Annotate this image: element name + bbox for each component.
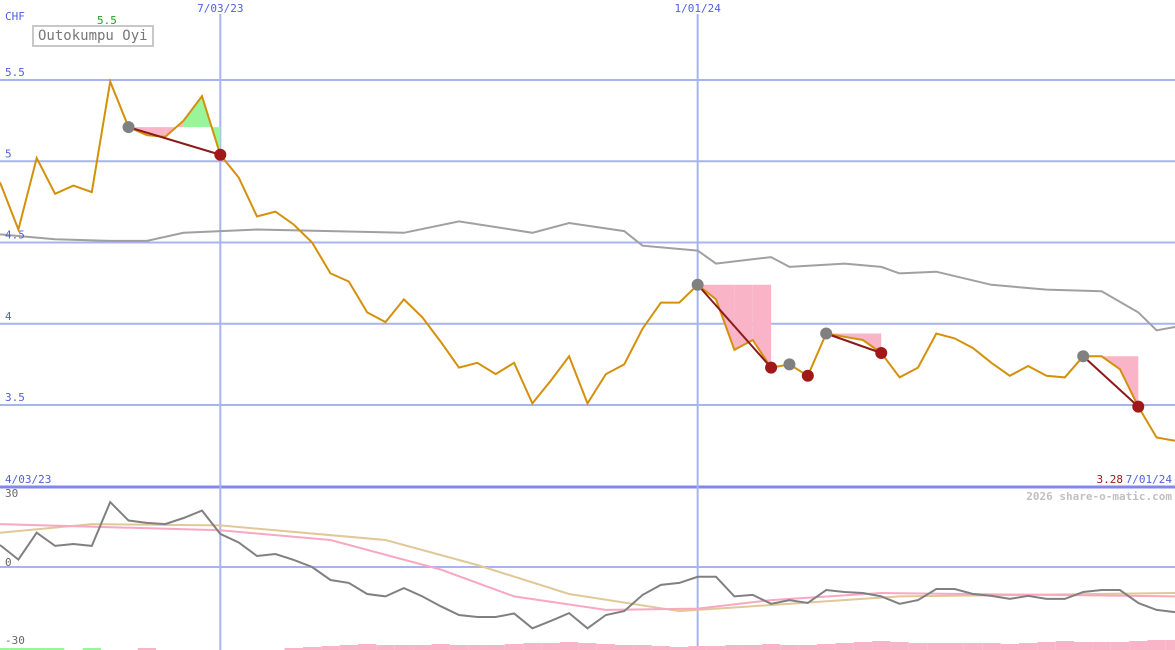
price-tick-label: 3.5 bbox=[5, 391, 25, 404]
histogram-bar bbox=[872, 641, 891, 650]
max-price-label: 5.5 bbox=[97, 14, 117, 27]
chart-title: Outokumpu Oyi bbox=[32, 25, 154, 47]
price-line bbox=[0, 77, 1175, 442]
histogram-bar bbox=[1110, 642, 1130, 650]
histogram-bar bbox=[339, 645, 359, 650]
sell-marker bbox=[1132, 400, 1145, 413]
price-tick-label: 5 bbox=[5, 147, 12, 160]
histogram-bar bbox=[358, 644, 377, 650]
histogram-bar bbox=[615, 645, 634, 650]
last-price-label: 3.28 bbox=[1097, 473, 1124, 486]
histogram-bar bbox=[376, 645, 395, 650]
histogram-bar bbox=[633, 645, 652, 650]
histogram-bar bbox=[982, 643, 1001, 650]
price-tick-label: 4 bbox=[5, 310, 12, 323]
histogram-bar bbox=[651, 646, 671, 650]
date-label: 7/01/24 bbox=[1126, 473, 1173, 486]
osc-tick-label: 30 bbox=[5, 487, 18, 500]
histogram-bar bbox=[9, 648, 28, 650]
histogram-bar bbox=[835, 643, 854, 650]
histogram-bar bbox=[541, 643, 560, 650]
histogram-bar bbox=[1000, 644, 1019, 650]
trade-line bbox=[1082, 355, 1139, 408]
histogram-bar bbox=[284, 648, 303, 650]
histogram-bar bbox=[1037, 642, 1056, 650]
buy-marker bbox=[783, 358, 796, 371]
histogram-bar bbox=[670, 647, 689, 650]
histogram-bar bbox=[743, 645, 762, 650]
date-label: 7/03/23 bbox=[197, 2, 243, 15]
histogram-bar bbox=[596, 644, 616, 650]
histogram-bar bbox=[413, 645, 432, 650]
buy-marker bbox=[1077, 350, 1090, 363]
currency-label: CHF bbox=[5, 10, 25, 23]
histogram-bar bbox=[1074, 642, 1093, 650]
trade-shading bbox=[1119, 356, 1139, 407]
histogram-bar bbox=[0, 648, 10, 650]
trade-shading bbox=[734, 284, 753, 350]
histogram-bar bbox=[82, 648, 101, 650]
histogram-bar bbox=[853, 642, 873, 650]
histogram-bar bbox=[1055, 641, 1075, 650]
sell-marker bbox=[801, 369, 814, 382]
histogram-bar bbox=[394, 645, 414, 650]
buy-marker bbox=[691, 278, 704, 291]
osc-tick-label: -30 bbox=[5, 634, 25, 647]
watermark: 2026 share-o-matic.com bbox=[1026, 490, 1172, 503]
histogram-bar bbox=[890, 642, 909, 650]
osc-tick-label: 0 bbox=[5, 556, 12, 569]
histogram-bar bbox=[780, 645, 799, 650]
trade-shading bbox=[862, 333, 882, 353]
histogram-bar bbox=[431, 644, 450, 650]
histogram-bar bbox=[761, 644, 781, 650]
histogram-bar bbox=[945, 643, 964, 650]
osc-signal-line-tan bbox=[0, 523, 1175, 613]
trade-line bbox=[128, 126, 221, 156]
buy-marker bbox=[820, 327, 833, 340]
price-tick-label: 5.5 bbox=[5, 66, 25, 79]
histogram-bar bbox=[27, 648, 46, 650]
moving-average-line bbox=[0, 220, 1175, 332]
buy-marker bbox=[122, 121, 135, 134]
sell-marker bbox=[765, 361, 778, 374]
histogram-bar bbox=[1165, 640, 1175, 650]
histogram-bar bbox=[449, 645, 469, 650]
histogram-bar bbox=[1092, 642, 1111, 650]
price-tick-label: 4.5 bbox=[5, 229, 25, 242]
osc-signal-line-pink bbox=[0, 523, 1175, 611]
histogram-bar bbox=[504, 644, 524, 650]
date-label: 4/03/23 bbox=[5, 473, 51, 486]
trade-line bbox=[696, 284, 772, 369]
histogram-bar bbox=[45, 648, 65, 650]
histogram-bar bbox=[302, 647, 322, 650]
histogram-bar bbox=[1129, 641, 1148, 650]
histogram-bar bbox=[927, 643, 946, 650]
histogram-bar bbox=[908, 643, 928, 650]
histogram-bar bbox=[1018, 643, 1038, 650]
histogram-bar bbox=[725, 645, 744, 650]
sell-marker bbox=[875, 347, 888, 359]
oscillator-line bbox=[0, 500, 1175, 630]
sell-marker bbox=[214, 148, 227, 161]
histogram-bar bbox=[578, 643, 597, 650]
histogram-bar bbox=[816, 644, 836, 650]
histogram-bar bbox=[559, 642, 579, 650]
histogram-bar bbox=[137, 648, 157, 650]
trade-line bbox=[825, 332, 882, 354]
histogram-bar bbox=[963, 643, 983, 650]
histogram-bar bbox=[486, 645, 505, 650]
histogram-bar bbox=[706, 646, 726, 650]
histogram-bar bbox=[1147, 640, 1166, 650]
histogram-bar bbox=[798, 645, 817, 650]
histogram-bar bbox=[523, 643, 542, 650]
date-label: 1/01/24 bbox=[674, 2, 721, 15]
histogram-bar bbox=[321, 646, 340, 650]
histogram-bar bbox=[468, 645, 487, 650]
histogram-bar bbox=[688, 646, 707, 650]
